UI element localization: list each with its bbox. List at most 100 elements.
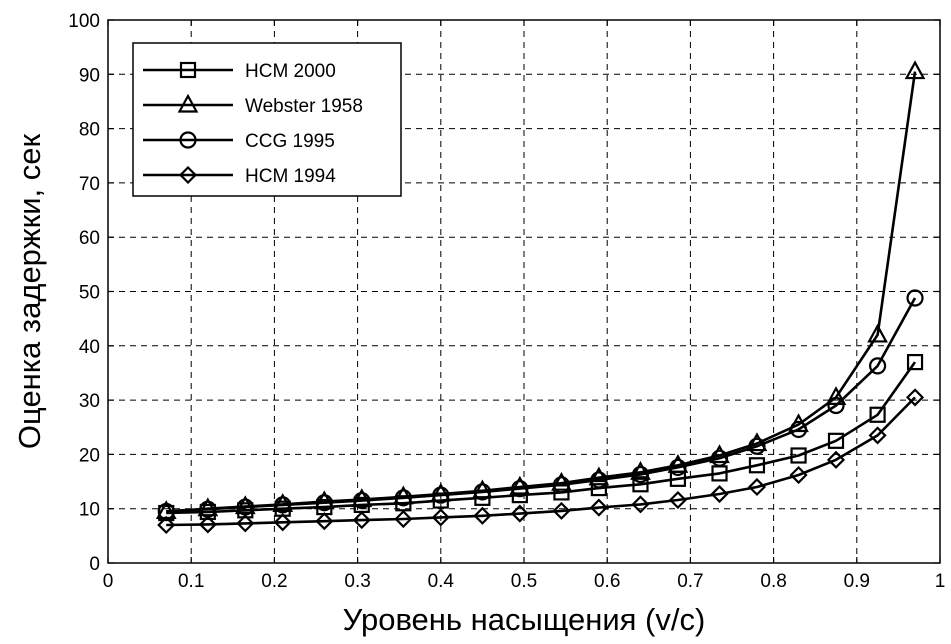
- y-tick-label: 50: [79, 283, 100, 304]
- data-point-webster-1958: [667, 453, 689, 473]
- y-tick-label: 10: [79, 500, 100, 521]
- data-point-ccg-1995: [473, 483, 491, 501]
- data-point-hcm-1994: [394, 509, 413, 529]
- x-tick-label: 0: [103, 571, 114, 592]
- y-axis-label: Оценка задержки, сек: [12, 133, 47, 449]
- data-point-hcm-1994: [668, 490, 687, 510]
- data-point-webster-1958: [430, 482, 452, 502]
- data-point-webster-1958: [472, 479, 493, 499]
- data-point-ccg-1995: [748, 437, 766, 455]
- legend-item-hcm-1994: HCM 1994: [143, 165, 336, 187]
- x-tick-label: 0.3: [344, 571, 370, 592]
- legend: HCM 2000 Webster 1958 CCG 1995 HCM 1994: [132, 42, 402, 197]
- x-tick-label: 1: [935, 571, 946, 592]
- y-tick-label: 60: [79, 228, 100, 249]
- legend-marker-triangle: [177, 93, 199, 113]
- legend-label: CCG 1995: [245, 131, 335, 152]
- legend-marker-diamond: [178, 165, 198, 185]
- y-tick-label: 70: [79, 174, 100, 195]
- x-tick-label: 0.7: [677, 571, 703, 592]
- data-point-hcm-1994: [905, 388, 925, 407]
- series-line-hcm-2000: [166, 361, 917, 515]
- x-tick-label: 0.1: [178, 571, 204, 592]
- legend-item-hcm-2000: HCM 2000: [143, 61, 336, 82]
- data-point-webster-1958: [313, 490, 335, 510]
- data-point-hcm-1994: [157, 515, 176, 535]
- data-point-hcm-1994: [315, 512, 334, 531]
- data-point-hcm-1994: [789, 465, 808, 485]
- y-tick-label: 80: [79, 120, 100, 141]
- legend-label: HCM 1994: [245, 166, 336, 187]
- data-point-webster-1958: [272, 493, 294, 512]
- series-hcm-2000: [158, 353, 924, 522]
- data-point-hcm-1994: [747, 477, 767, 497]
- data-point-hcm-1994: [236, 514, 255, 533]
- data-point-hcm-1994: [431, 508, 450, 527]
- data-point-ccg-1995: [274, 496, 292, 514]
- legend-item-webster-1958: Webster 1958: [143, 93, 363, 117]
- data-point-hcm-1994: [473, 506, 492, 525]
- data-point-ccg-1995: [432, 486, 450, 504]
- data-point-ccg-1995: [552, 476, 571, 494]
- data-point-hcm-1994: [352, 511, 371, 530]
- data-point-ccg-1995: [394, 489, 412, 507]
- legend-marker-square: [179, 61, 197, 79]
- data-point-hcm-1994: [631, 495, 650, 514]
- data-point-ccg-1995: [669, 458, 687, 477]
- y-tick-label: 30: [79, 391, 100, 412]
- data-point-hcm-2000: [906, 353, 924, 371]
- legend-marker-circle: [179, 131, 197, 149]
- y-tick-label: 20: [79, 445, 100, 466]
- series-layer: [155, 60, 926, 535]
- x-tick-label: 0.5: [511, 571, 537, 592]
- data-point-ccg-1995: [631, 465, 650, 484]
- x-tick-label: 0.8: [760, 571, 786, 592]
- data-point-webster-1958: [746, 432, 768, 452]
- data-point-hcm-1994: [198, 515, 217, 534]
- data-point-webster-1958: [351, 488, 373, 508]
- legend-item-ccg-1995: CCG 1995: [143, 131, 335, 152]
- x-axis: 0 0.1 0.2 0.3 0.4 0.5 0.6 0.7 0.8 0.9 1: [103, 20, 946, 592]
- data-point-ccg-1995: [906, 289, 924, 307]
- legend-box: [132, 42, 402, 197]
- data-point-webster-1958: [630, 461, 651, 480]
- data-point-ccg-1995: [353, 491, 371, 510]
- y-tick-label: 100: [68, 11, 100, 32]
- data-point-hcm-1994: [826, 450, 846, 469]
- data-point-webster-1958: [197, 497, 219, 517]
- data-point-ccg-1995: [315, 494, 333, 512]
- data-point-ccg-1995: [710, 449, 729, 467]
- data-point-ccg-1995: [789, 420, 808, 439]
- data-point-webster-1958: [904, 60, 926, 80]
- x-tick-label: 0.9: [844, 571, 870, 592]
- data-point-ccg-1995: [868, 357, 887, 375]
- data-point-hcm-1994: [552, 501, 571, 520]
- x-tick-label: 0.4: [428, 571, 455, 592]
- data-point-hcm-1994: [710, 484, 729, 504]
- data-point-webster-1958: [588, 466, 610, 486]
- data-point-hcm-1994: [273, 513, 292, 532]
- data-point-webster-1958: [867, 323, 888, 343]
- data-point-hcm-2000: [790, 447, 807, 464]
- data-point-webster-1958: [551, 471, 572, 491]
- data-point-hcm-1994: [510, 504, 529, 523]
- data-point-webster-1958: [509, 475, 531, 495]
- data-point-webster-1958: [709, 444, 730, 464]
- data-point-hcm-1994: [868, 426, 887, 445]
- data-point-ccg-1995: [827, 396, 845, 415]
- y-tick-label: 40: [79, 337, 100, 358]
- y-axis: 0 10 20 30 40 50 60 70 80 90 100: [68, 11, 940, 575]
- series-hcm-1994: [157, 388, 925, 535]
- data-point-hcm-2000: [869, 406, 886, 423]
- x-tick-label: 0.2: [261, 571, 287, 592]
- data-point-hcm-2000: [632, 476, 649, 493]
- data-point-hcm-1994: [589, 498, 608, 517]
- data-point-hcm-2000: [748, 457, 766, 474]
- x-tick-label: 0.6: [594, 571, 620, 592]
- data-point-hcm-2000: [827, 432, 845, 449]
- data-point-ccg-1995: [590, 471, 608, 489]
- legend-label: HCM 2000: [245, 61, 336, 82]
- data-point-webster-1958: [234, 495, 256, 515]
- y-tick-label: 90: [79, 65, 100, 86]
